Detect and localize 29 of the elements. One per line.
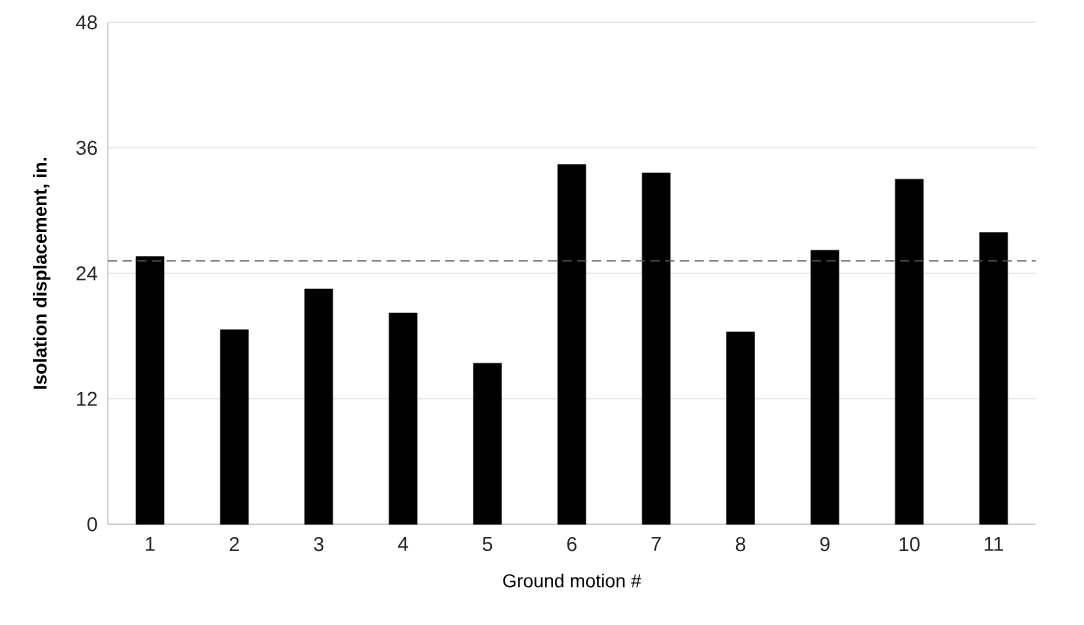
y-tick-label: 12 [77, 391, 97, 406]
x-tick-label: 7 [651, 536, 661, 551]
bar [388, 312, 418, 525]
bar [810, 249, 840, 525]
y-tick-label: 36 [76, 140, 97, 155]
x-tick-label: 1 [145, 536, 155, 551]
bar [135, 256, 165, 525]
y-tick-label: 0 [87, 517, 97, 532]
bar [895, 178, 924, 525]
x-tick-label: 9 [820, 536, 830, 552]
bar [304, 288, 334, 525]
bar [979, 232, 1008, 525]
bar [473, 362, 502, 525]
bar [726, 331, 755, 525]
x-tick-label: 5 [482, 536, 493, 551]
bar [557, 164, 587, 525]
x-axis-title: Ground motion # [503, 573, 642, 588]
x-tick-label: 8 [735, 536, 746, 552]
x-tick-label: 4 [398, 536, 409, 551]
y-tick-label: 48 [76, 15, 97, 30]
y-tick-label: 24 [76, 266, 98, 281]
x-tick-label: 6 [567, 536, 577, 552]
bar [220, 329, 249, 525]
x-tick-label: 11 [984, 536, 1004, 551]
x-tick-label: 2 [229, 536, 239, 551]
x-tick-label: 3 [313, 536, 324, 552]
x-tick-label: 10 [899, 536, 920, 552]
y-axis-title: Isolation displacement, in. [32, 157, 51, 389]
bar [641, 172, 671, 525]
